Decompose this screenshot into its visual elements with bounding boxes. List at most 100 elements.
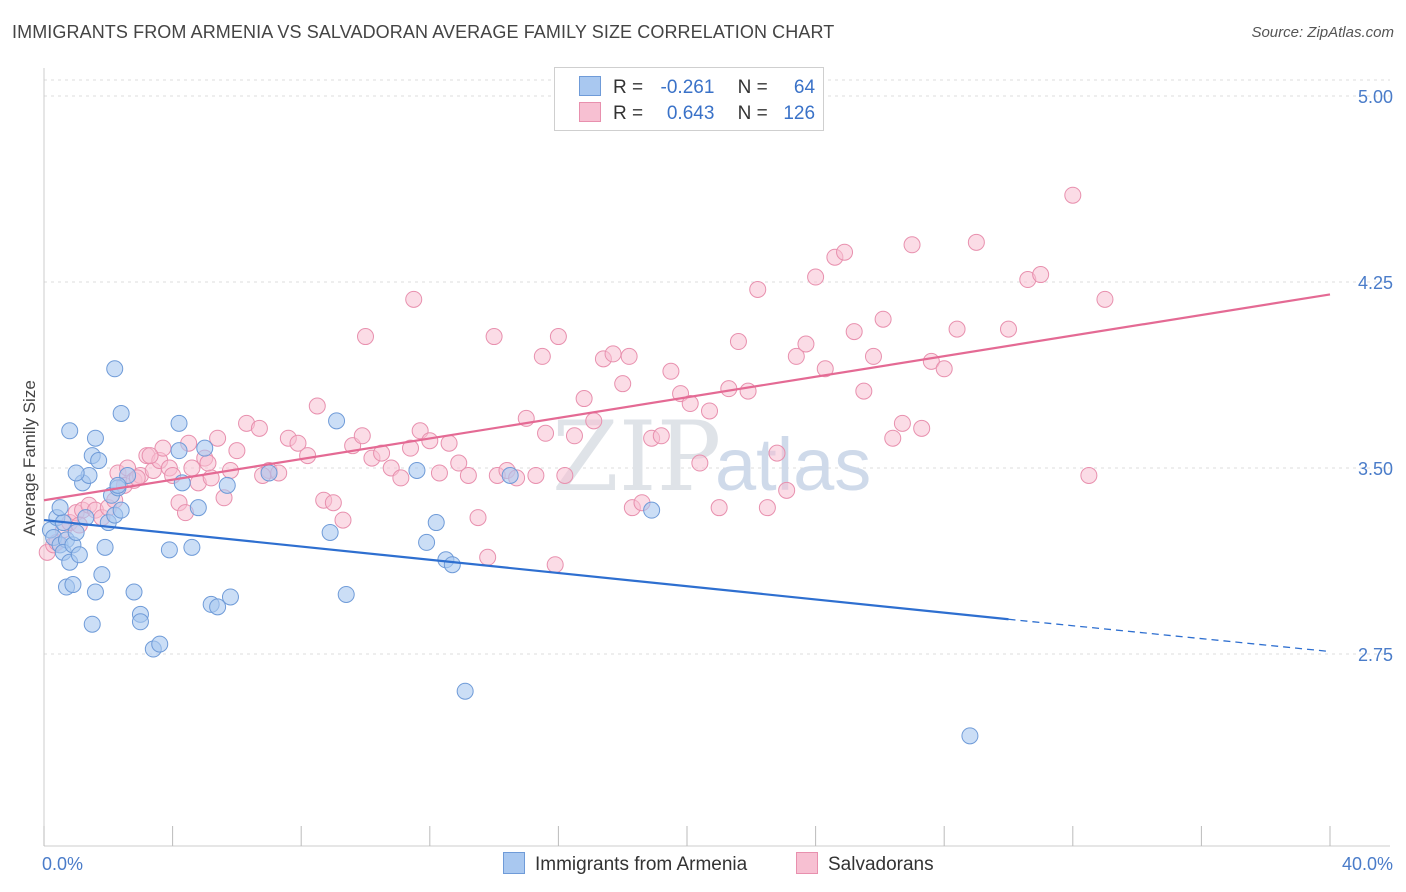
- point-salvadorans-101: [893, 414, 911, 432]
- point-armenia-49: [328, 412, 346, 430]
- point-salvadorans-99: [874, 310, 892, 328]
- point-salvadorans-50: [402, 439, 420, 457]
- points-armenia: [41, 360, 979, 745]
- point-armenia-61: [90, 452, 108, 470]
- point-salvadorans-89: [778, 481, 796, 499]
- point-salvadorans-95: [836, 243, 854, 261]
- y-tick-label-1: 3.50: [1358, 459, 1393, 479]
- y-tick-label-2: 4.25: [1358, 273, 1393, 293]
- point-salvadorans-32: [228, 442, 246, 460]
- point-armenia-63: [106, 360, 124, 378]
- y-axis-label: Average Family Size: [20, 380, 39, 536]
- point-salvadorans-49: [392, 469, 410, 487]
- point-salvadorans-85: [739, 382, 757, 400]
- point-salvadorans-88: [768, 444, 786, 462]
- point-armenia-44: [209, 598, 227, 616]
- point-salvadorans-117: [533, 347, 551, 365]
- point-salvadorans-122: [141, 447, 159, 465]
- point-salvadorans-105: [935, 360, 953, 378]
- point-armenia-60: [109, 476, 127, 494]
- bottom-swatch-salvadorans: [796, 852, 818, 874]
- grid-lines: [44, 79, 1390, 655]
- point-armenia-46: [218, 476, 236, 494]
- trend-lines: [43, 293, 1331, 653]
- legend-n-label: N =: [737, 77, 768, 98]
- point-salvadorans-53: [430, 464, 448, 482]
- point-salvadorans-107: [967, 233, 985, 251]
- point-salvadorans-63: [527, 466, 545, 484]
- trend-salvadorans: [43, 293, 1331, 502]
- point-salvadorans-97: [855, 382, 873, 400]
- point-salvadorans-34: [250, 419, 268, 437]
- legend-r-label: R =: [613, 77, 644, 98]
- point-salvadorans-66: [556, 466, 574, 484]
- point-salvadorans-103: [913, 419, 931, 437]
- point-salvadorans-39: [299, 447, 317, 465]
- chart-title: IMMIGRANTS FROM ARMENIA VS SALVADORAN AV…: [12, 22, 835, 42]
- point-salvadorans-118: [549, 328, 567, 346]
- point-salvadorans-40: [308, 397, 326, 415]
- bottom-label-salvadorans: Salvadorans: [828, 854, 934, 875]
- point-salvadorans-72: [614, 375, 632, 393]
- point-armenia-13: [70, 546, 88, 564]
- point-salvadorans-77: [662, 362, 680, 380]
- point-salvadorans-93: [816, 360, 834, 378]
- point-armenia-12: [64, 576, 82, 594]
- x-tick-label-1: 40.0%: [1342, 854, 1393, 874]
- point-salvadorans-116: [485, 328, 503, 346]
- bottom-legend-armenia: Immigrants from Armenia: [503, 852, 747, 876]
- point-armenia-36: [151, 635, 169, 653]
- point-salvadorans-79: [681, 395, 699, 413]
- point-armenia-24: [96, 538, 114, 556]
- point-salvadorans-87: [758, 499, 776, 517]
- legend-n-salvadorans: 126: [783, 103, 816, 124]
- point-salvadorans-54: [440, 434, 458, 452]
- point-armenia-31: [125, 583, 143, 601]
- point-armenia-58: [643, 501, 661, 519]
- source-label: Source: ZipAtlas.com: [1251, 24, 1394, 41]
- legend-r-salvadorans: 0.643: [666, 103, 715, 124]
- point-salvadorans-76: [652, 427, 670, 445]
- point-salvadorans-67: [565, 427, 583, 445]
- point-salvadorans-98: [864, 347, 882, 365]
- point-salvadorans-100: [884, 429, 902, 447]
- point-armenia-33: [131, 613, 149, 631]
- point-salvadorans-121: [199, 454, 217, 472]
- point-salvadorans-52: [421, 432, 439, 450]
- bottom-legend-salvadorans: Salvadorans: [796, 852, 934, 876]
- point-armenia-20: [67, 464, 85, 482]
- point-salvadorans-64: [537, 424, 555, 442]
- watermark-zip: ZIP: [552, 401, 721, 513]
- point-armenia-21: [83, 615, 101, 633]
- point-salvadorans-55: [450, 454, 468, 472]
- point-armenia-37: [160, 541, 178, 559]
- point-armenia-18: [86, 429, 104, 447]
- point-armenia-23: [93, 566, 111, 584]
- legend-n-armenia: 64: [793, 77, 816, 98]
- tick-labels: 2.75 3.50 4.25 5.00 0.0% 40.0%: [42, 87, 1393, 874]
- legend-swatch-armenia: [579, 76, 601, 96]
- bottom-swatch-armenia: [503, 852, 525, 874]
- point-armenia-55: [443, 556, 461, 574]
- point-salvadorans-90: [787, 347, 805, 365]
- point-salvadorans-38: [289, 434, 307, 452]
- point-salvadorans-115: [405, 290, 423, 308]
- point-salvadorans-69: [585, 412, 603, 430]
- point-armenia-41: [189, 499, 207, 517]
- point-armenia-40: [183, 538, 201, 556]
- point-salvadorans-82: [710, 499, 728, 517]
- point-armenia-47: [260, 464, 278, 482]
- trend-armenia-extension: [1008, 618, 1331, 653]
- point-armenia-59: [961, 727, 979, 745]
- point-salvadorans-108: [1000, 320, 1017, 338]
- point-salvadorans-80: [691, 454, 709, 472]
- point-armenia-19: [61, 422, 79, 440]
- trend-armenia: [43, 518, 1009, 621]
- point-armenia-62: [170, 414, 188, 432]
- point-armenia-34: [112, 404, 130, 422]
- point-salvadorans-57: [469, 509, 487, 527]
- point-armenia-42: [196, 439, 214, 457]
- bottom-label-armenia: Immigrants from Armenia: [535, 854, 748, 875]
- point-salvadorans-68: [575, 390, 593, 408]
- point-salvadorans-58: [479, 548, 497, 566]
